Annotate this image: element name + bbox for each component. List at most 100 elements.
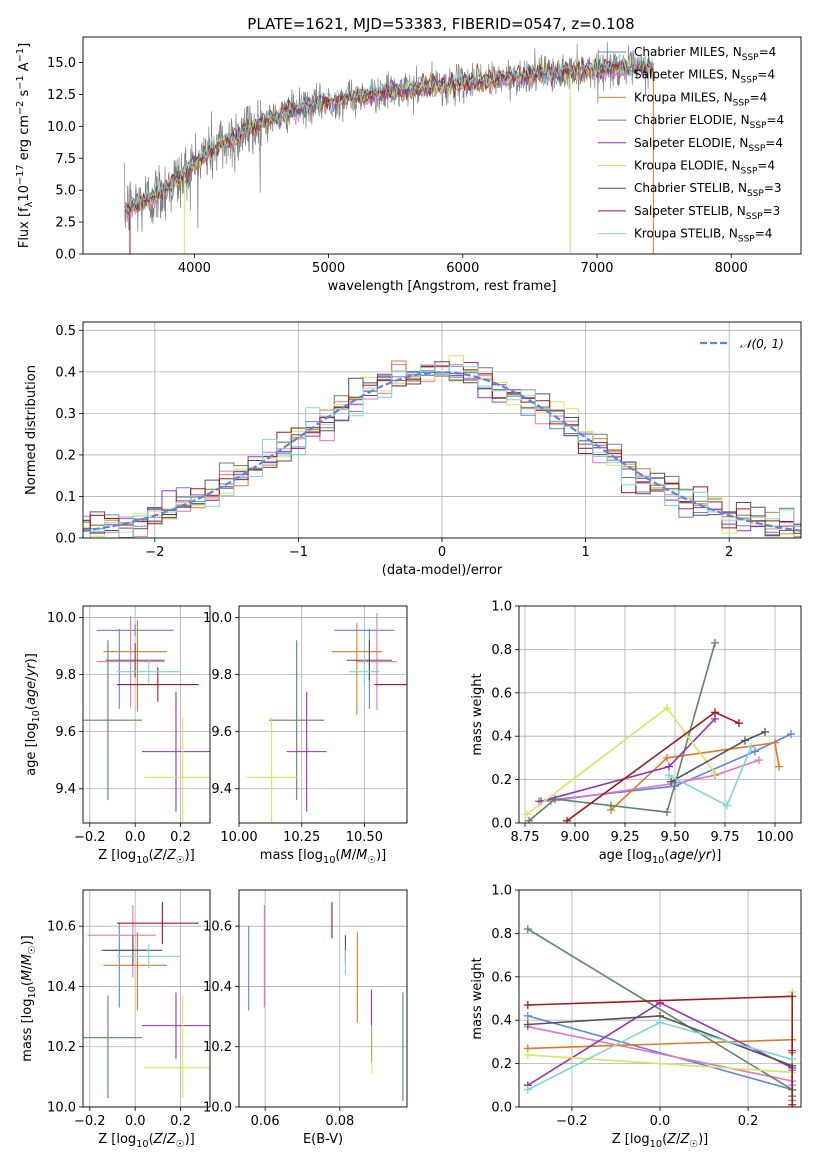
axes-frame — [82, 321, 802, 539]
y-tick-label: 10.4 — [47, 980, 76, 995]
y-tick-label: 0.8 — [491, 643, 512, 658]
x-tick-label: 5000 — [312, 261, 345, 276]
plot-area — [83, 606, 210, 823]
weight-marker — [523, 810, 531, 819]
weight-marker — [747, 743, 755, 752]
y-tick-label: 0.2 — [55, 448, 76, 463]
axes-frame — [518, 605, 802, 824]
x-tick-label: 7000 — [580, 261, 613, 276]
x-tick-label: 1 — [581, 545, 589, 560]
y-tick-label: 0.0 — [491, 1101, 512, 1116]
y-tick-label: 9.8 — [211, 668, 232, 683]
x-axis-label: wavelength [Angstrom, rest frame] — [328, 279, 557, 294]
axes-frame — [82, 36, 802, 255]
y-tick-label: 0.2 — [491, 773, 512, 788]
x-tick-label: 0.2 — [170, 1114, 191, 1129]
x-tick-label: −2 — [145, 545, 164, 560]
x-axis-label: (data-model)/error — [382, 563, 503, 578]
y-tick-label: 5.0 — [55, 184, 76, 199]
weight-marker — [523, 1020, 532, 1029]
x-tick-label: 9.25 — [611, 830, 640, 845]
y-tick-label: 10.0 — [203, 1101, 232, 1116]
legend-entry: 𝒩(0, 1) — [740, 337, 784, 351]
x-tick-label: 0.08 — [325, 1114, 354, 1129]
weight-marker — [656, 1018, 664, 1027]
weight-marker — [723, 801, 731, 810]
errorbar-point — [96, 624, 174, 636]
axes-mass_vs_ebv: 0.06 0.08 10.0 10.2 10.4 10.6 E(B-V) — [203, 889, 408, 1147]
x-tick-label: 9.75 — [711, 830, 740, 845]
errorbar-point — [105, 643, 165, 678]
x-axis-label: Z [log10(Z/Z☉)] — [612, 1132, 709, 1150]
weight-marker — [551, 795, 559, 804]
legend: Chabrier MILES, NSSP=4 Salpeter MILES, NS… — [598, 45, 784, 245]
y-tick-label: 10.2 — [47, 1040, 76, 1055]
plot-area — [239, 606, 407, 823]
axes-weight_vs_Z: −0.2 0.0 0.2 0.0 0.2 0.4 0.6 0.8 1.0 Z [log10(Z/Z… — [470, 884, 802, 1150]
weight-marker — [788, 992, 797, 1001]
weight-marker — [711, 769, 719, 778]
y-tick-label: 2.5 — [55, 216, 76, 231]
errorbar-point — [346, 640, 392, 681]
y-axis-label: Flux [fλ10−17 erg cm−2 s−1 A−1] — [15, 43, 35, 248]
y-tick-label: 10.6 — [47, 920, 76, 935]
errorbar-point — [141, 992, 210, 1059]
x-tick-label: −1 — [289, 545, 308, 560]
y-tick-label: 9.6 — [211, 725, 232, 740]
errorbar-point — [356, 613, 397, 711]
x-tick-label: 6000 — [446, 261, 479, 276]
y-tick-label: 0.1 — [55, 490, 76, 505]
model-line — [124, 59, 654, 216]
errorbar-point — [117, 660, 181, 684]
errorbar-point — [269, 640, 325, 801]
x-tick-label: 9.00 — [561, 830, 590, 845]
errorbar-point — [349, 657, 380, 686]
y-tick-label: 0.6 — [491, 970, 512, 985]
y-tick-label: 0.2 — [491, 1057, 512, 1072]
x-tick-label: 0.0 — [125, 1114, 146, 1129]
y-tick-label: 0.3 — [55, 407, 76, 422]
y-tick-label: 0.0 — [55, 532, 76, 547]
y-axis-label: Normed distribution — [24, 365, 39, 495]
weight-marker — [755, 756, 763, 765]
axes-mass_vs_Z: −0.2 0.0 0.2 10.0 10.2 10.4 10.6 Z [log10(Z/Z☉)… — [20, 889, 211, 1150]
legend-entry: Kroupa ELODIE, NSSP=4 — [634, 159, 775, 177]
weight-line — [610, 741, 780, 811]
weight-marker — [761, 727, 769, 736]
model-line — [124, 58, 654, 212]
x-axis-label: age [log10(age/yr)] — [599, 848, 722, 866]
weight-marker — [665, 762, 673, 771]
plot-area — [124, 41, 654, 254]
weight-marker — [607, 801, 615, 810]
weight-marker — [663, 753, 671, 762]
axes-spectrum: 4000 5000 6000 7000 8000 0.0 2.5 5.0 7.5 10.0 12.5… — [15, 36, 802, 294]
weight-marker — [711, 638, 719, 647]
errorbar-point — [103, 935, 163, 966]
weight-marker — [523, 1011, 532, 1020]
weight-line — [550, 759, 760, 803]
y-axis-label: mass weight — [470, 957, 485, 1039]
y-tick-label: 10.0 — [47, 611, 76, 626]
errorbar-point — [286, 691, 327, 812]
x-tick-label: 0.2 — [170, 830, 191, 845]
weight-marker — [523, 925, 532, 934]
x-tick-label: 10.00 — [756, 830, 793, 845]
y-tick-label: 0.4 — [491, 730, 512, 745]
x-tick-label: 10.25 — [283, 830, 320, 845]
axes-residuals: −2 −1 0 1 2 0.0 0.1 0.2 0.3 0.4 0.5 (data-model)/er… — [24, 321, 802, 578]
weight-marker — [735, 719, 743, 728]
plot-area — [83, 322, 801, 538]
errorbar-point — [117, 667, 199, 702]
errorbar-point — [144, 717, 210, 823]
y-tick-label: 1.0 — [491, 884, 512, 899]
axes-frame — [238, 889, 408, 1108]
x-tick-label: −0.2 — [74, 830, 106, 845]
x-tick-label: 9.50 — [661, 830, 690, 845]
legend-entry: Chabrier ELODIE, NSSP=4 — [634, 113, 784, 131]
errorbar-point — [117, 944, 181, 969]
plot-area — [83, 890, 210, 1107]
x-axis-label: Z [log10(Z/Z☉)] — [98, 848, 195, 866]
plot-area — [239, 890, 407, 1107]
x-axis-label: E(B-V) — [303, 1132, 343, 1147]
weight-marker — [663, 703, 671, 712]
